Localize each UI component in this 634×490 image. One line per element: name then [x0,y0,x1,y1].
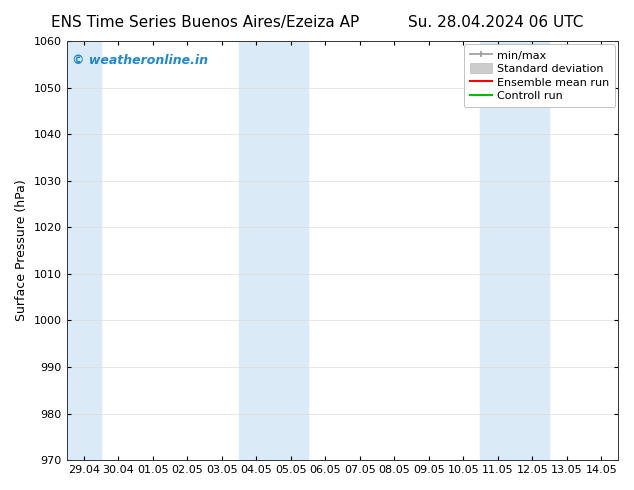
Legend: min/max, Standard deviation, Ensemble mean run, Controll run: min/max, Standard deviation, Ensemble me… [464,45,615,107]
Bar [481,41,550,460]
Text: ENS Time Series Buenos Aires/Ezeiza AP: ENS Time Series Buenos Aires/Ezeiza AP [51,15,359,30]
Bar [239,41,308,460]
Text: © weatheronline.in: © weatheronline.in [72,53,208,67]
Text: Su. 28.04.2024 06 UTC: Su. 28.04.2024 06 UTC [408,15,583,30]
Title: ENS Time Series Buenos Aires/Ezeiza AP          Su. 28.04.2024 06 UTC: ENS Time Series Buenos Aires/Ezeiza AP S… [0,489,1,490]
Y-axis label: Surface Pressure (hPa): Surface Pressure (hPa) [15,180,28,321]
Bar [67,41,101,460]
